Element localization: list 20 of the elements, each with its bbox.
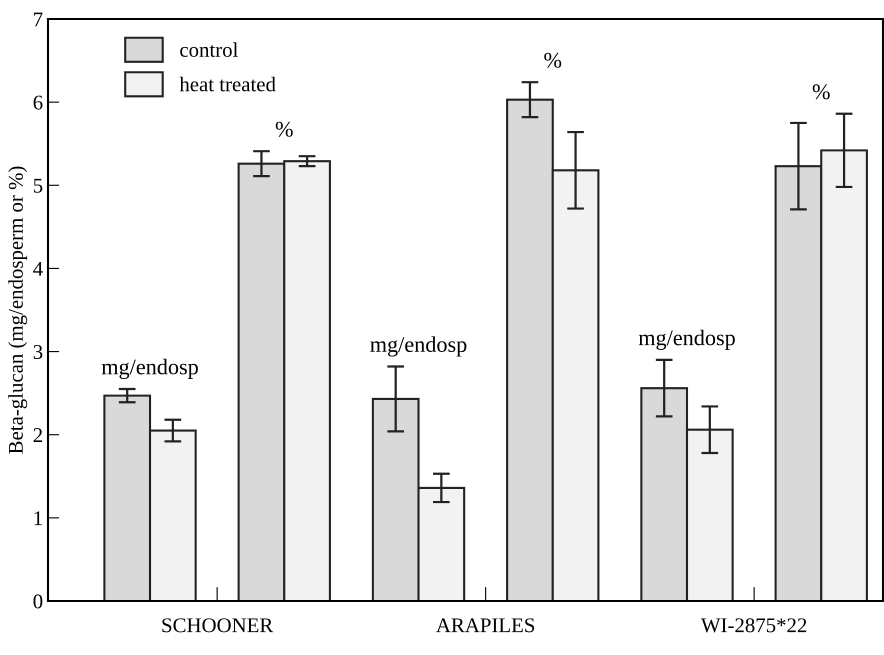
annotation: mg/endosp: [638, 330, 735, 350]
y-tick-label: 7: [34, 12, 43, 26]
y-tick-label: 5: [34, 178, 42, 193]
x-tick-label: ARAPILES: [436, 618, 534, 632]
annotation: %: [276, 122, 293, 137]
x-tick-label: WI-2875*22: [700, 618, 806, 632]
x-tick-label: SCHOONER: [162, 618, 274, 632]
annotation: %: [812, 84, 830, 100]
y-tick-label: 2: [34, 428, 42, 442]
y-axis-title: Beta-glucan (mg/endosperm or %): [8, 166, 28, 454]
legend-label: control: [180, 42, 238, 57]
y-tick-label: 3: [34, 345, 42, 360]
legend-label: heat treated: [180, 76, 276, 92]
annotation: %: [544, 52, 562, 68]
y-tick-label: 6: [34, 96, 43, 110]
y-tick-label: 4: [33, 262, 43, 276]
y-tick-label: 1: [34, 511, 42, 526]
annotation: mg/endosp: [370, 336, 466, 357]
y-tick-label: 0: [34, 594, 42, 608]
annotation: mg/endosp: [102, 358, 198, 380]
